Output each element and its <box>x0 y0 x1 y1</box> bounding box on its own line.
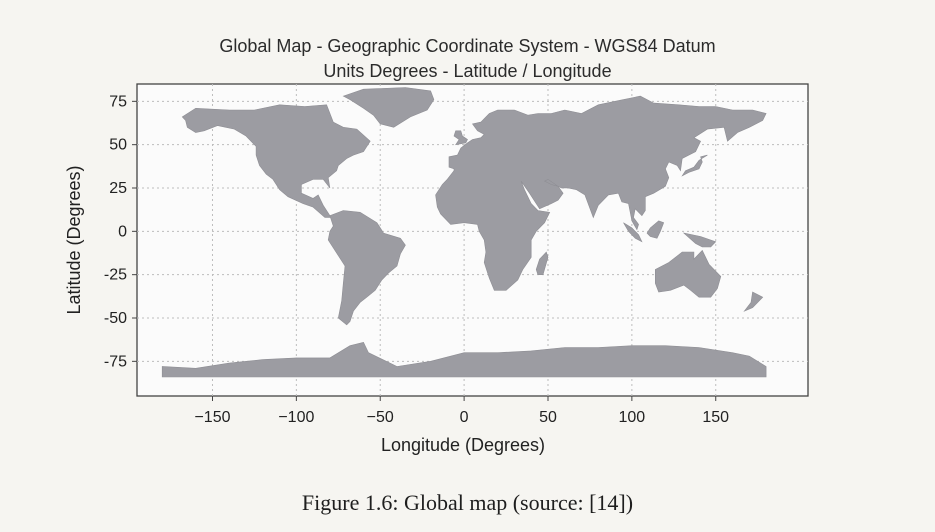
y-tick-label: 25 <box>109 180 127 197</box>
y-axis-ticks: 75 50 25 0 -25 -50 -75 <box>104 93 137 370</box>
antarctica-landmass <box>161 341 767 378</box>
new-zealand-landmass <box>743 291 764 312</box>
land-masses <box>161 87 767 378</box>
map-subtitle: Units Degrees - Latitude / Longitude <box>323 61 612 81</box>
x-tick-label: −50 <box>367 409 394 426</box>
y-axis-label: Latitude (Degrees) <box>64 165 84 314</box>
africa-europe-asia-landmass <box>435 95 767 291</box>
great-britain-landmass <box>453 130 468 146</box>
y-tick-label: -25 <box>104 267 127 284</box>
japan-landmass <box>681 154 708 177</box>
x-tick-label: 100 <box>619 409 646 426</box>
y-tick-label: -75 <box>104 353 127 370</box>
x-tick-label: 150 <box>702 409 729 426</box>
x-tick-label: −150 <box>194 409 230 426</box>
x-axis-ticks: −150 −100 −50 0 50 100 150 <box>194 396 729 426</box>
world-map: −150 −100 −50 0 50 100 150 75 50 25 0 -25 -50 -75 Lo… <box>64 83 809 455</box>
y-tick-label: 0 <box>118 223 127 240</box>
south-america-landmass <box>327 210 406 326</box>
y-tick-label: -50 <box>104 310 127 327</box>
greenland-landmass <box>342 87 435 128</box>
x-tick-label: 0 <box>460 409 469 426</box>
madagascar-landmass <box>535 251 549 276</box>
map-title: Global Map - Geographic Coordinate Syste… <box>219 36 716 56</box>
sumatra-landmass <box>623 222 643 243</box>
x-tick-label: −100 <box>278 409 314 426</box>
figure-caption: Figure 1.6: Global map (source: [14]) <box>301 490 634 515</box>
x-axis-label: Longitude (Degrees) <box>381 435 545 455</box>
new-guinea-landmass <box>682 232 717 248</box>
north-america-landmass <box>181 104 371 218</box>
y-tick-label: 50 <box>109 137 127 154</box>
y-tick-label: 75 <box>109 93 127 110</box>
australia-landmass <box>654 249 722 298</box>
borneo-landmass <box>646 220 665 239</box>
x-tick-label: 50 <box>539 409 557 426</box>
